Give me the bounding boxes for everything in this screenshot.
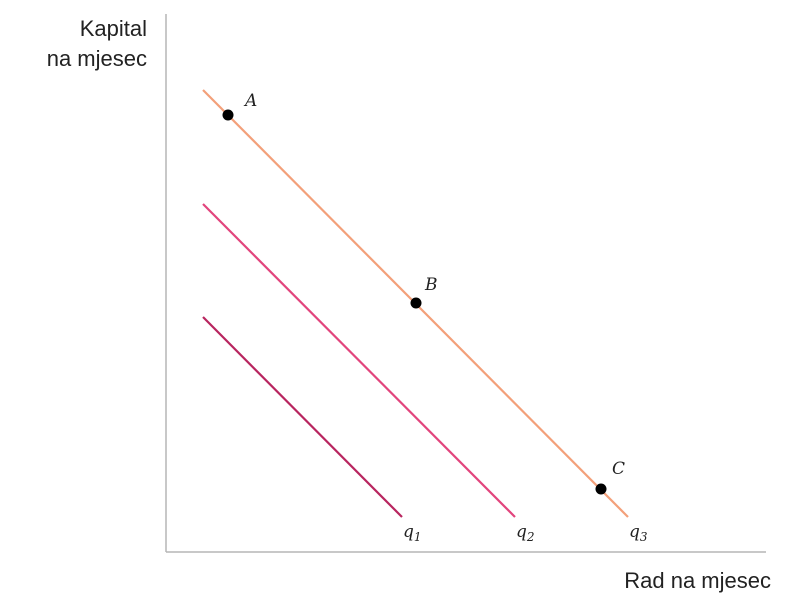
- point-a-marker: [222, 109, 234, 121]
- y-axis-label-line2: na mjesec: [46, 46, 147, 71]
- isoquant-q1-label: q1: [403, 522, 422, 544]
- point-c-label: C: [612, 459, 625, 479]
- isoquant-q3-label: q3: [629, 522, 648, 544]
- isoquant-q2-label: q2: [516, 522, 535, 544]
- isoquant-q1-line: [202, 316, 403, 518]
- point-a-label: A: [243, 91, 257, 111]
- isoquant-q3-subscript: 3: [640, 530, 648, 544]
- isoquant-q1-subscript: 1: [414, 530, 422, 544]
- y-axis-label: Kapital na mjesec: [47, 14, 147, 74]
- isoquant-q2-subscript: 2: [526, 530, 535, 544]
- point-b-marker: [410, 297, 422, 309]
- x-axis-label: Rad na mjesec: [624, 568, 771, 593]
- y-axis-label-line1: Kapital: [79, 16, 147, 41]
- point-b-label: B: [424, 275, 438, 295]
- isoquant-q2-line: [202, 203, 516, 518]
- point-c-marker: [595, 483, 607, 495]
